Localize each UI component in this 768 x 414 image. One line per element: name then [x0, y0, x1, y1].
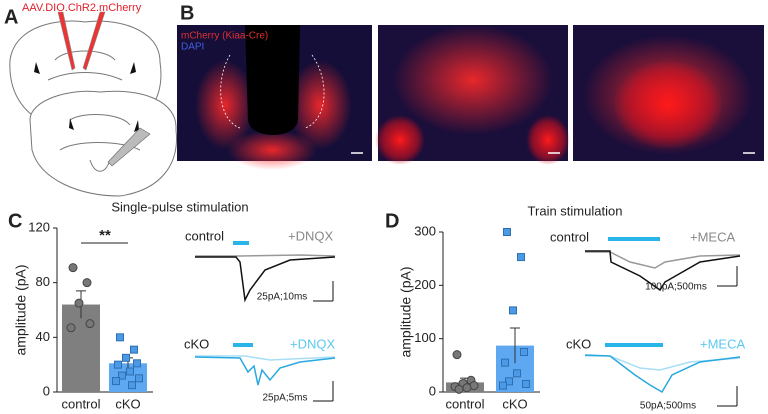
data-point	[82, 278, 92, 288]
data-point	[122, 353, 130, 362]
injection-needle	[57, 11, 151, 167]
data-point	[509, 306, 517, 315]
trace-label: control	[550, 229, 589, 244]
y-tick-label: 120	[28, 219, 50, 234]
x-tick-label: control	[445, 396, 484, 411]
x-tick-label: cKO	[502, 396, 527, 411]
data-point	[499, 381, 507, 390]
scale-label: 25pA;5ms	[262, 393, 307, 404]
chart-title: Single-pulse stimulation	[111, 199, 248, 214]
data-point	[454, 384, 464, 394]
trace-drug-label: +MECA	[690, 229, 735, 244]
trace-label: cKO	[184, 336, 209, 351]
data-point	[452, 350, 462, 360]
chart-title: Train stimulation	[528, 203, 623, 218]
trace-label: cKO	[566, 336, 591, 351]
data-point	[503, 228, 511, 236]
panel-letter: D	[385, 210, 399, 232]
y-tick-label: 100	[414, 330, 436, 345]
micrograph	[375, 25, 570, 165]
data-point	[128, 381, 136, 390]
data-point	[505, 377, 513, 386]
x-tick-label: control	[61, 396, 100, 411]
y-tick-label: 0	[43, 383, 50, 398]
trace-drug-label: +DNQX	[290, 336, 335, 351]
data-point	[114, 360, 122, 369]
data-point	[513, 369, 521, 378]
trace-drug-label: +MECA	[700, 336, 745, 351]
data-point	[74, 298, 84, 308]
trace-drug-label: +DNQX	[288, 228, 333, 243]
data-point	[118, 371, 126, 380]
panel-letter: C	[8, 210, 22, 232]
trace	[194, 237, 741, 407]
annotation: **	[99, 227, 111, 244]
data-point	[462, 383, 472, 393]
stain-label: mCherry (Kiaa-Cre)	[181, 31, 268, 42]
y-tick-label: 80	[36, 274, 50, 289]
panel-letter: B	[180, 2, 194, 24]
scale-label: 50pA;500ms	[640, 401, 696, 412]
micrograph: mCherry (Kiaa-Cre) DAPI	[177, 25, 372, 170]
data-point	[116, 333, 124, 342]
micrograph	[573, 25, 764, 161]
y-tick-label: 200	[414, 277, 436, 292]
x-tick-label: cKO	[115, 396, 140, 411]
panel-letter: A	[4, 6, 18, 28]
data-point	[66, 323, 76, 333]
data-point	[112, 377, 120, 386]
y-tick-label: 300	[414, 223, 436, 238]
data-point	[135, 374, 143, 383]
trace-label: control	[185, 228, 224, 243]
brain-diagram	[9, 20, 177, 197]
data-point	[520, 348, 528, 356]
scale-label: 25pA;10ms	[257, 292, 308, 303]
data-point	[130, 345, 138, 354]
y-tick-label: 0	[429, 383, 436, 398]
data-point	[517, 253, 525, 262]
stain-label: DAPI	[181, 42, 204, 53]
virus-label: AAV.DIO.ChR2.mCherry	[22, 2, 142, 14]
y-axis-label: amplitude (pA)	[13, 264, 29, 355]
data-point	[85, 319, 95, 329]
bar	[62, 304, 100, 392]
y-tick-label: 40	[36, 329, 50, 344]
data-point	[522, 380, 530, 388]
data-point	[133, 359, 141, 368]
scale-label: 100pA;500ms	[645, 282, 707, 293]
data-point	[126, 367, 134, 376]
y-axis-label: amplitude (pA)	[398, 266, 414, 357]
error-bar	[510, 327, 520, 364]
data-point	[501, 358, 509, 367]
data-point	[68, 263, 78, 273]
